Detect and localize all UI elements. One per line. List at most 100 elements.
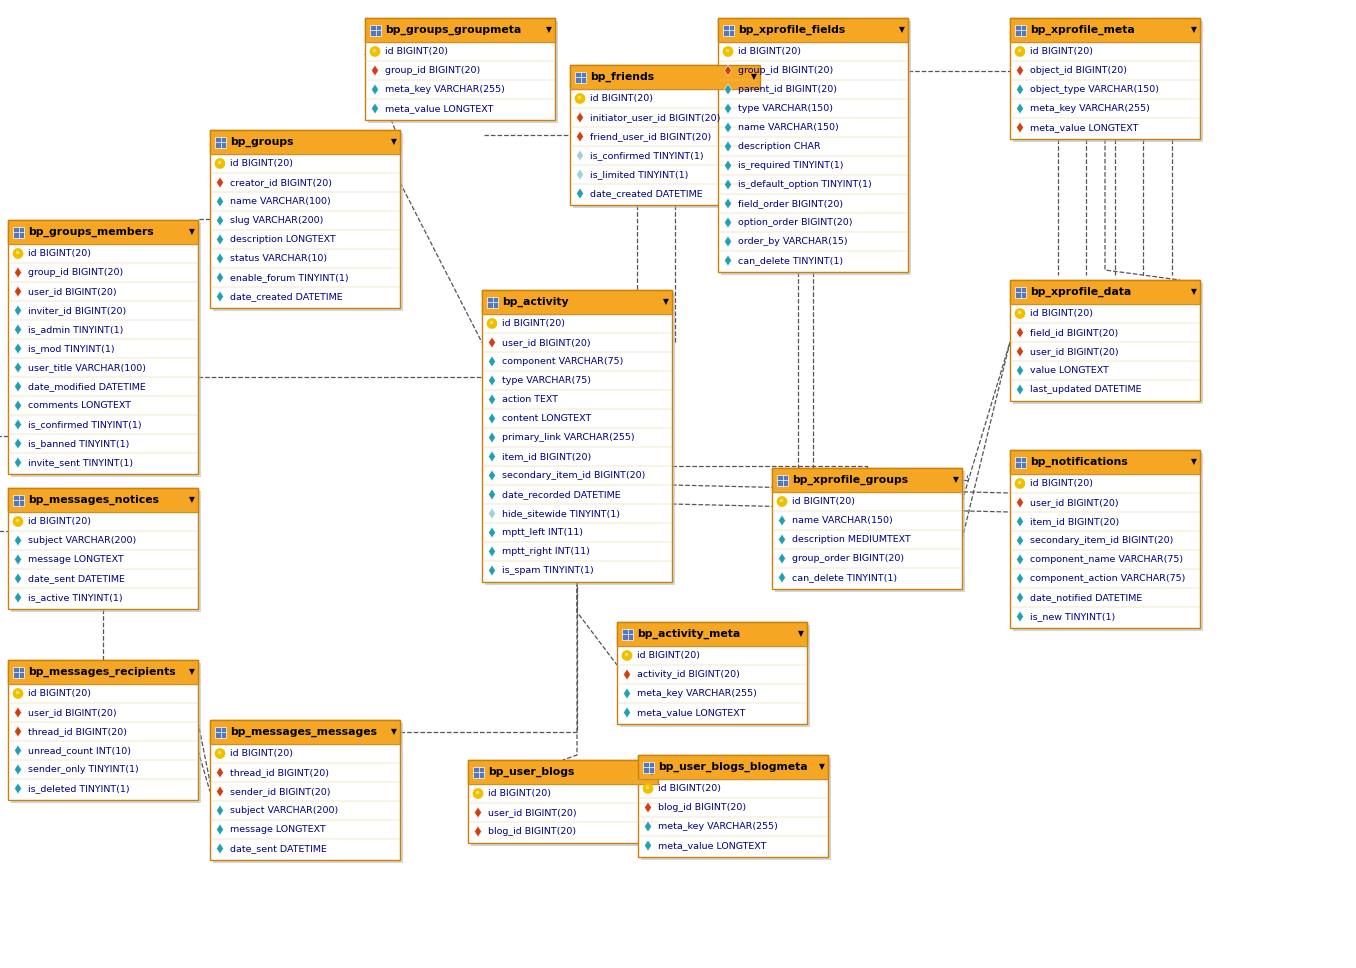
FancyBboxPatch shape — [639, 755, 829, 779]
Text: is_new TINYINT(1): is_new TINYINT(1) — [1031, 612, 1115, 621]
Text: type VARCHAR(150): type VARCHAR(150) — [738, 104, 833, 113]
Circle shape — [14, 517, 23, 527]
Polygon shape — [488, 375, 495, 386]
Polygon shape — [15, 535, 22, 546]
FancyBboxPatch shape — [14, 495, 24, 505]
Text: name VARCHAR(150): name VARCHAR(150) — [792, 516, 892, 525]
FancyBboxPatch shape — [1010, 280, 1200, 304]
Text: status VARCHAR(10): status VARCHAR(10) — [231, 254, 327, 263]
Text: order_by VARCHAR(15): order_by VARCHAR(15) — [738, 237, 848, 246]
Polygon shape — [488, 432, 495, 443]
Polygon shape — [488, 470, 495, 481]
Text: description CHAR: description CHAR — [738, 142, 820, 151]
Text: enable_forum TINYINT(1): enable_forum TINYINT(1) — [231, 273, 348, 282]
Polygon shape — [15, 726, 22, 737]
FancyBboxPatch shape — [210, 720, 400, 744]
Polygon shape — [724, 122, 732, 133]
Text: ▼: ▼ — [188, 668, 195, 677]
Polygon shape — [15, 707, 22, 718]
Text: primary_link VARCHAR(255): primary_link VARCHAR(255) — [502, 433, 635, 442]
Text: creator_id BIGINT(20): creator_id BIGINT(20) — [231, 178, 332, 187]
Polygon shape — [217, 767, 224, 778]
Polygon shape — [475, 826, 481, 837]
Text: item_id BIGINT(20): item_id BIGINT(20) — [1031, 517, 1119, 526]
Text: id BIGINT(20): id BIGINT(20) — [231, 159, 293, 168]
Text: is_limited TINYINT(1): is_limited TINYINT(1) — [590, 170, 689, 179]
FancyBboxPatch shape — [622, 628, 633, 640]
Text: date_created DATETIME: date_created DATETIME — [590, 189, 702, 198]
FancyBboxPatch shape — [216, 136, 226, 147]
Text: bp_xprofile_fields: bp_xprofile_fields — [738, 25, 845, 35]
Circle shape — [14, 689, 23, 698]
Text: is_admin TINYINT(1): is_admin TINYINT(1) — [28, 325, 123, 334]
Polygon shape — [217, 824, 224, 835]
FancyBboxPatch shape — [1010, 18, 1200, 42]
FancyBboxPatch shape — [485, 293, 675, 585]
FancyBboxPatch shape — [216, 727, 226, 738]
Text: component_action VARCHAR(75): component_action VARCHAR(75) — [1031, 574, 1185, 583]
Polygon shape — [217, 805, 224, 816]
Circle shape — [1016, 479, 1025, 488]
Text: ▼: ▼ — [751, 73, 757, 81]
Polygon shape — [624, 707, 631, 718]
Circle shape — [723, 46, 732, 56]
Polygon shape — [1017, 65, 1024, 76]
Circle shape — [575, 94, 584, 104]
Text: bp_user_blogs: bp_user_blogs — [488, 767, 575, 777]
Polygon shape — [724, 160, 732, 171]
Text: ▼: ▼ — [391, 137, 397, 146]
FancyBboxPatch shape — [717, 18, 909, 42]
FancyBboxPatch shape — [370, 24, 381, 36]
Text: bp_friends: bp_friends — [590, 72, 654, 82]
Text: meta_key VARCHAR(255): meta_key VARCHAR(255) — [637, 689, 757, 698]
Polygon shape — [15, 286, 22, 297]
Text: is_required TINYINT(1): is_required TINYINT(1) — [738, 161, 843, 170]
Text: ▼: ▼ — [546, 25, 552, 35]
Text: date_modified DATETIME: date_modified DATETIME — [28, 382, 145, 391]
Polygon shape — [1017, 103, 1024, 114]
Text: friend_user_id BIGINT(20): friend_user_id BIGINT(20) — [590, 132, 712, 141]
Polygon shape — [488, 508, 495, 519]
Text: meta_key VARCHAR(255): meta_key VARCHAR(255) — [658, 822, 778, 831]
FancyBboxPatch shape — [641, 758, 831, 860]
Text: initiator_user_id BIGINT(20): initiator_user_id BIGINT(20) — [590, 113, 720, 122]
Text: type VARCHAR(75): type VARCHAR(75) — [502, 376, 591, 385]
Polygon shape — [778, 534, 785, 545]
FancyBboxPatch shape — [14, 227, 24, 237]
FancyBboxPatch shape — [1013, 283, 1203, 404]
Text: ▼: ▼ — [953, 475, 959, 485]
Polygon shape — [15, 745, 22, 756]
Polygon shape — [724, 236, 732, 247]
Polygon shape — [1017, 122, 1024, 133]
Polygon shape — [1017, 516, 1024, 527]
Polygon shape — [15, 764, 22, 775]
Text: item_id BIGINT(20): item_id BIGINT(20) — [502, 452, 591, 461]
Text: subject VARCHAR(200): subject VARCHAR(200) — [231, 806, 338, 815]
Text: object_type VARCHAR(150): object_type VARCHAR(150) — [1031, 85, 1159, 94]
FancyBboxPatch shape — [1016, 24, 1026, 36]
Polygon shape — [372, 84, 378, 95]
Polygon shape — [488, 451, 495, 462]
Text: meta_value LONGTEXT: meta_value LONGTEXT — [637, 708, 746, 717]
FancyBboxPatch shape — [772, 468, 961, 492]
Text: activity_id BIGINT(20): activity_id BIGINT(20) — [637, 670, 740, 679]
Text: meta_key VARCHAR(255): meta_key VARCHAR(255) — [1031, 104, 1150, 113]
FancyBboxPatch shape — [643, 762, 654, 772]
Polygon shape — [488, 565, 495, 576]
FancyBboxPatch shape — [210, 130, 400, 154]
Polygon shape — [1017, 384, 1024, 395]
Circle shape — [622, 650, 632, 660]
Polygon shape — [15, 783, 22, 794]
FancyBboxPatch shape — [723, 24, 734, 36]
FancyBboxPatch shape — [772, 468, 961, 589]
Text: is_banned TINYINT(1): is_banned TINYINT(1) — [28, 439, 129, 448]
Text: group_id BIGINT(20): group_id BIGINT(20) — [28, 268, 123, 277]
Polygon shape — [217, 177, 224, 188]
Text: bp_notifications: bp_notifications — [1031, 457, 1128, 468]
Text: can_delete TINYINT(1): can_delete TINYINT(1) — [738, 256, 843, 265]
Text: message LONGTEXT: message LONGTEXT — [28, 555, 123, 564]
FancyBboxPatch shape — [468, 760, 658, 784]
FancyBboxPatch shape — [639, 755, 829, 857]
Polygon shape — [724, 141, 732, 152]
Circle shape — [777, 497, 786, 506]
